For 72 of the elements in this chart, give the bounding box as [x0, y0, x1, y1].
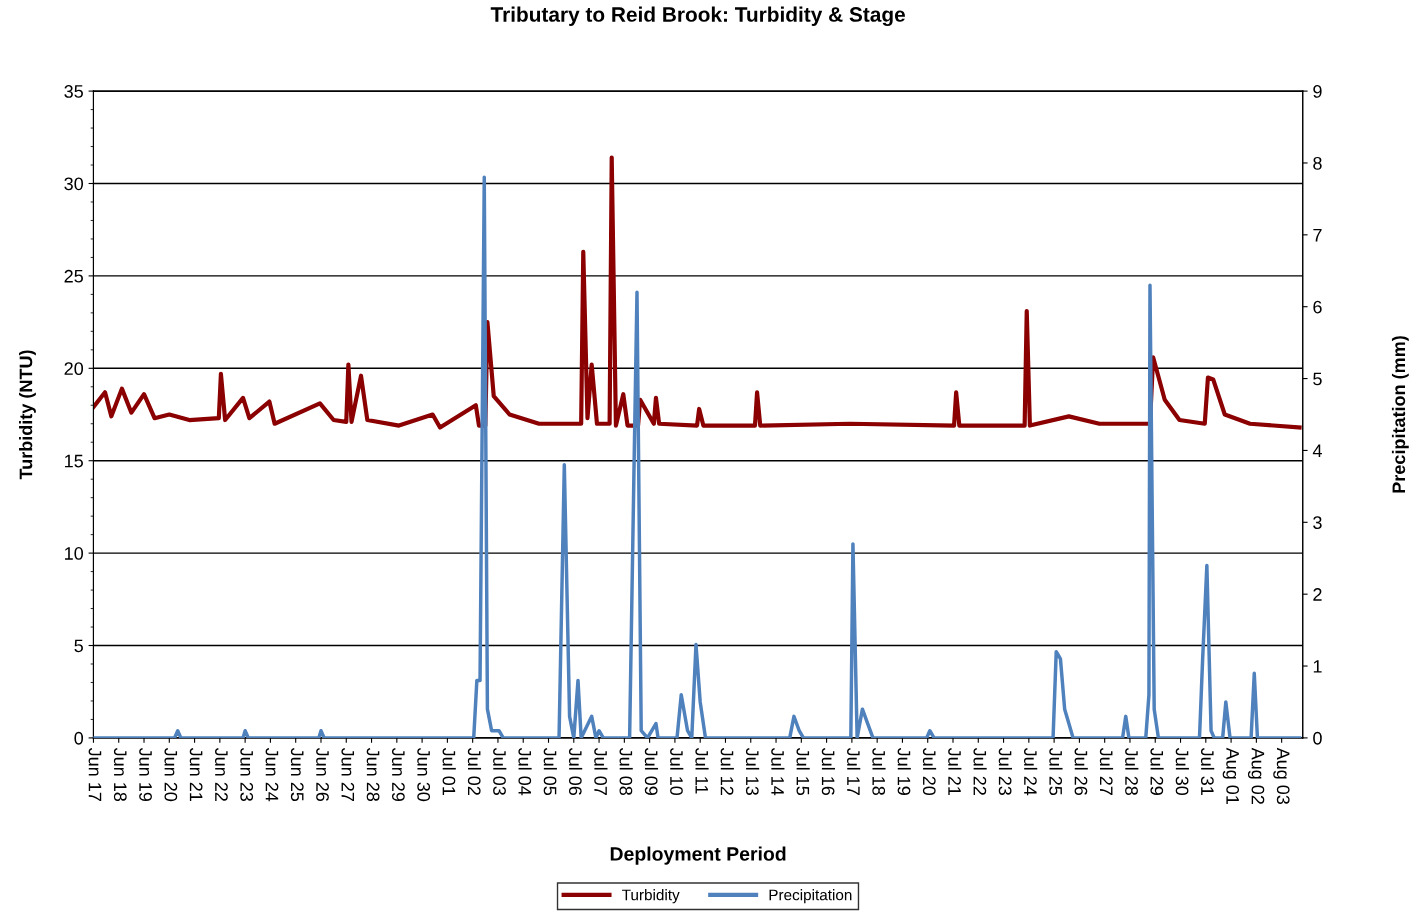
- x-tick-label: Jul 03: [493, 747, 507, 796]
- x-tick-label: Jul 19: [897, 747, 911, 795]
- x-tick-label: Jul 21: [948, 747, 962, 795]
- x-tick-label: Jun 26: [316, 747, 329, 802]
- y2-tick-label: 6: [1313, 300, 1322, 314]
- x-tick-label: Jul 01: [442, 747, 456, 795]
- x-tick-label: Jul 20: [922, 747, 937, 796]
- x-tick-label: Jun 28: [366, 747, 380, 802]
- x-tick-label: Jun 29: [391, 747, 405, 801]
- x-tick-label: Jul 31: [1200, 747, 1215, 795]
- x-tick-label: Jun 27: [341, 747, 355, 801]
- y-tick-label: 10: [65, 547, 84, 560]
- y2-tick-label: 3: [1313, 516, 1322, 530]
- x-tick-label: Jun 21: [189, 747, 203, 801]
- x-tick-label: Jul 04: [518, 747, 532, 796]
- y-tick-label: 15: [65, 454, 83, 468]
- x-tick-label: Jun 30: [417, 747, 431, 802]
- x-tick-label: Jun 25: [290, 747, 304, 802]
- x-tick-label: Aug 03: [1273, 747, 1290, 805]
- x-tick-label: Jul 07: [594, 747, 608, 795]
- x-tick-label: Jul 28: [1125, 747, 1139, 796]
- x-tick-label: Jul 14: [771, 747, 785, 796]
- y2-tick-label: 5: [1313, 372, 1322, 386]
- x-tick-label: Jul 10: [670, 747, 684, 796]
- y-tick-label: 0: [74, 731, 84, 745]
- y2-axis-title: Precipitation (mm): [1391, 336, 1409, 493]
- y2-tick-label: 1: [1313, 660, 1322, 673]
- x-tick-label: Jul 02: [467, 747, 482, 795]
- x-tick-label: Jun 19: [139, 747, 152, 801]
- legend-label: Turbidity: [622, 889, 680, 904]
- x-tick-label: Aug 01: [1222, 747, 1240, 804]
- y-tick-label: 25: [64, 269, 83, 283]
- x-tick-label: Jul 06: [568, 747, 583, 796]
- y2-tick-label: 2: [1313, 588, 1322, 601]
- x-tick-label: Jul 18: [872, 747, 886, 796]
- x-axis-title: Deployment Period: [610, 846, 786, 865]
- x-tick-label: Jul 26: [1074, 747, 1088, 796]
- chart-title: Tributary to Reid Brook: Turbidity & Stage: [490, 6, 905, 27]
- x-tick-label: Jul 12: [720, 747, 734, 795]
- x-tick-label: Jul 16: [821, 747, 836, 796]
- y-tick-label: 30: [64, 177, 84, 191]
- x-tick-label: Jul 25: [1049, 747, 1063, 796]
- x-tick-label: Jul 08: [619, 747, 633, 796]
- x-tick-label: Jun 18: [113, 747, 127, 802]
- x-tick-label: Jul 09: [644, 747, 659, 795]
- x-tick-label: Jul 17: [847, 747, 861, 795]
- x-tick-label: Jun 22: [215, 747, 228, 801]
- x-tick-label: Jul 13: [745, 747, 760, 796]
- legend-label: Precipitation: [769, 889, 852, 904]
- y-axis-title: Turbidity (NTU): [19, 350, 36, 480]
- y2-tick-label: 8: [1313, 156, 1322, 170]
- x-tick-label: Jul 15: [796, 747, 810, 796]
- y2-tick-label: 4: [1312, 444, 1322, 457]
- y2-tick-label: 0: [1313, 731, 1322, 745]
- x-tick-label: Jun 24: [265, 747, 279, 802]
- y2-tick-label: 7: [1313, 228, 1322, 242]
- x-tick-label: Jul 11: [695, 747, 709, 794]
- x-tick-label: Jun 17: [88, 747, 102, 801]
- y-tick-label: 20: [64, 362, 84, 376]
- y2-tick-label: 9: [1313, 85, 1322, 98]
- x-tick-label: Jul 23: [998, 747, 1012, 796]
- x-tick-label: Jul 05: [543, 747, 557, 796]
- x-tick-label: Jul 24: [1024, 747, 1038, 796]
- x-tick-label: Jul 29: [1150, 747, 1164, 795]
- x-tick-label: Aug 02: [1247, 747, 1265, 804]
- y-tick-label: 5: [74, 639, 83, 653]
- y-tick-label: 35: [64, 85, 83, 98]
- x-tick-label: Jun 20: [164, 747, 178, 802]
- x-tick-label: Jul 30: [1175, 747, 1189, 796]
- x-tick-label: Jul 27: [1099, 747, 1114, 795]
- x-tick-label: Jul 22: [973, 747, 987, 795]
- x-tick-label: Jun 23: [240, 747, 254, 802]
